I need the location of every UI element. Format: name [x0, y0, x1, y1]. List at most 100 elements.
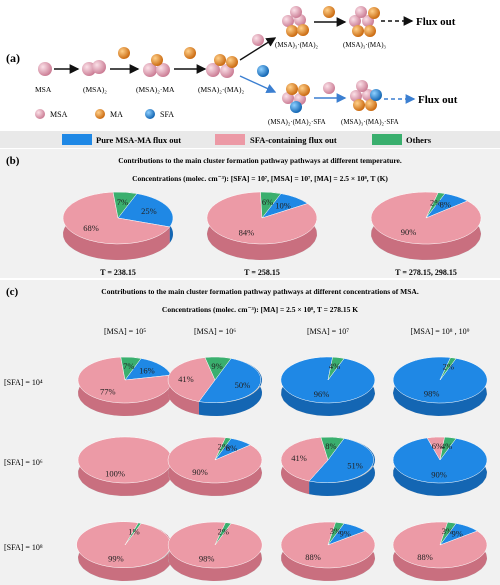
- legend-swatch-sfa: [215, 134, 245, 145]
- grid-pie-r3-c1-label-1: 99%: [108, 554, 124, 564]
- panel-a-label: (a): [6, 51, 20, 65]
- grid-pie-r3-c4-label-2: 3%: [442, 526, 453, 536]
- legend-label-sfa: SFA-containing flux out: [250, 135, 337, 145]
- sfa-row-label-1: [SFA] = 10⁴: [4, 378, 43, 387]
- grid-pie-r1-c2-slice-1: [167, 357, 216, 402]
- grid-pie-r3-c1: 99% 1%: [76, 521, 172, 581]
- grid-pie-r2-c2: 8% 90% 2%: [167, 436, 263, 496]
- panel-c-label: (c): [6, 286, 19, 298]
- grid-pie-r1-c2-label-1: 41%: [178, 374, 194, 384]
- temperature-pie-2-label-1: 84%: [239, 227, 255, 237]
- grid-pie-r2-c2-label-0: 8%: [226, 443, 237, 453]
- panel-b-label: (b): [6, 155, 20, 167]
- grid-pie-r2-c4-label-1: 6%: [432, 441, 443, 451]
- grid-pie-r3-c1-slice-2: [124, 522, 142, 546]
- grid-pie-r2-c3-label-1: 41%: [291, 453, 307, 463]
- sfa-legend-label: SFA: [160, 110, 174, 119]
- grid-pie-r3-c3-label-1: 88%: [305, 552, 321, 562]
- legend-swatch-others: [372, 134, 402, 145]
- msa2-ma2-sfa-icon: [282, 83, 310, 113]
- ma-legend-icon: [95, 109, 105, 119]
- grid-pie-r1-c2-slice-0: [198, 358, 262, 404]
- grid-pie-r2-c3-label-0: 51%: [347, 460, 363, 470]
- msa-monomer-icon: [38, 62, 52, 76]
- grid-pie-r1-c4: 98% 2%: [392, 356, 488, 416]
- temperature-label-2: T = 258.15: [244, 268, 280, 277]
- temperature-pie-1-slice-0: [117, 193, 174, 228]
- series-legend: Pure MSA-MA flux out SFA-containing flux…: [62, 134, 432, 145]
- grid-pie-r3-c4-label-0: 9%: [452, 529, 463, 539]
- sfa-legend-icon: [145, 109, 155, 119]
- grid-pie-r3-c3: 9% 88% 3%: [280, 521, 376, 581]
- step-label-1: MSA: [35, 85, 52, 94]
- temperature-pie-3-label-0: 8%: [440, 200, 451, 210]
- grid-pie-r1-c3-label-0: 96%: [314, 389, 330, 399]
- step-label-4: (MSA)₂·(MA)₂: [198, 85, 244, 94]
- grid-pie-r3-c4-slice-2: [439, 522, 457, 546]
- grid-pie-r1-c4-label-0: 98%: [424, 389, 440, 399]
- panel-a-scheme: (a) Flux out (MSA)₃·(MA)₂ (MSA)₃·(MA)₃ F…: [6, 6, 458, 126]
- temperature-pie-3: 8% 90% 2%: [370, 191, 482, 260]
- grid-pie-r1-c4-label-2: 2%: [443, 361, 454, 371]
- temperature-pie-2-label-2: 6%: [262, 197, 273, 207]
- flux-out-lower: Flux out: [418, 94, 458, 106]
- grid-pie-r3-c2-slice-2: [214, 522, 232, 546]
- grid-pie-r3-c3-slice-2: [327, 522, 345, 546]
- legend-swatch-pure: [62, 134, 92, 145]
- grid-pie-r1-c3-label-2: 4%: [329, 361, 340, 371]
- grid-pie-r1-c2-slice-2: [204, 356, 232, 381]
- grid-pie-r3-c1-slice-1: [76, 521, 171, 568]
- grid-pie-r2-c2-label-2: 2%: [218, 441, 229, 451]
- msa-legend-label: MSA: [50, 110, 68, 119]
- grid-pie-r2-c4: 90% 6%4%: [392, 436, 488, 496]
- grid-pie-r2-c4-label-0: 90%: [431, 469, 447, 479]
- temperature-pie-1-label-2: 7%: [117, 197, 128, 207]
- panel-c-title: Contributions to the main cluster format…: [101, 287, 419, 296]
- msa2-ma2-icon: [206, 54, 238, 78]
- temperature-pie-1: 25% 68% 7%: [62, 191, 174, 260]
- temperature-pie-2: 10% 84% 6%: [206, 191, 318, 260]
- grid-pie-r2-c2-slice-1: [167, 436, 263, 484]
- msa-column-label-2: [MSA] = 10⁶: [194, 327, 236, 336]
- temperature-pie-2-label-0: 10%: [275, 200, 291, 210]
- pie-group: 25% 68% 7% T = 238.15 10% 84% 6% T = 258.15 8% 90…: [4, 191, 488, 581]
- temperature-pie-2-slice-2: [260, 191, 282, 219]
- grid-pie-r3-c4: 9% 88% 3%: [392, 521, 488, 581]
- legend-label-others: Others: [406, 135, 432, 145]
- grid-pie-r1-c4-slice-2: [439, 357, 457, 381]
- lower-product-2: (MSA)₃·(MA)₂·SFA: [341, 118, 399, 126]
- grid-pie-r2-c1-slice-1: [77, 436, 173, 484]
- grid-pie-r2-c3-slice-1: [280, 437, 329, 482]
- grid-pie-r2-c3-slice-2: [320, 436, 345, 461]
- msa3-ma3-icon: [349, 6, 380, 37]
- lower-product-1: (MSA)₂·(MA)₂·SFA: [268, 118, 326, 126]
- flux-out-upper: Flux out: [416, 16, 456, 28]
- temperature-label-3: T = 278.15, 298.15: [395, 268, 457, 277]
- grid-pie-r2-c1-label-1: 100%: [105, 468, 125, 478]
- grid-pie-r3-c3-label-2: 3%: [330, 526, 341, 536]
- grid-pie-r2-c2-label-1: 90%: [192, 467, 208, 477]
- grid-pie-r2-c4-slice-2: [439, 436, 457, 461]
- grid-pie-r1-c2-label-0: 50%: [235, 380, 251, 390]
- temperature-pie-1-label-0: 25%: [141, 206, 157, 216]
- grid-pie-r1-c1-label-1: 77%: [100, 387, 116, 397]
- upper-product-1: (MSA)₃·(MA)₂: [275, 41, 319, 49]
- grid-pie-r1-c2: 50% 41% 9%: [167, 356, 262, 416]
- grid-pie-r2-c1: 100%: [77, 436, 173, 496]
- msa3-ma2-icon: [282, 6, 309, 37]
- msa2-ma-icon: [143, 54, 170, 77]
- msa3-ma2-sfa-icon: [350, 80, 382, 111]
- grid-pie-r1-c2-label-2: 9%: [211, 361, 222, 371]
- grid-pie-r3-c2-label-2: 2%: [218, 526, 229, 536]
- temperature-label-1: T = 238.15: [100, 268, 136, 277]
- grid-pie-r2-c2-slice-2: [214, 437, 232, 461]
- temperature-pie-1-slice-1: [62, 191, 171, 245]
- msa-column-label-3: [MSA] = 10⁷: [307, 327, 349, 336]
- msa-column-label-1: [MSA] = 10⁵: [104, 327, 146, 336]
- grid-pie-r1-c3: 96% 4%: [280, 356, 376, 416]
- temperature-pie-3-label-2: 2%: [430, 198, 441, 208]
- grid-pie-r1-c1-label-0: 16%: [139, 366, 155, 376]
- step-label-2: (MSA)₂: [83, 85, 107, 94]
